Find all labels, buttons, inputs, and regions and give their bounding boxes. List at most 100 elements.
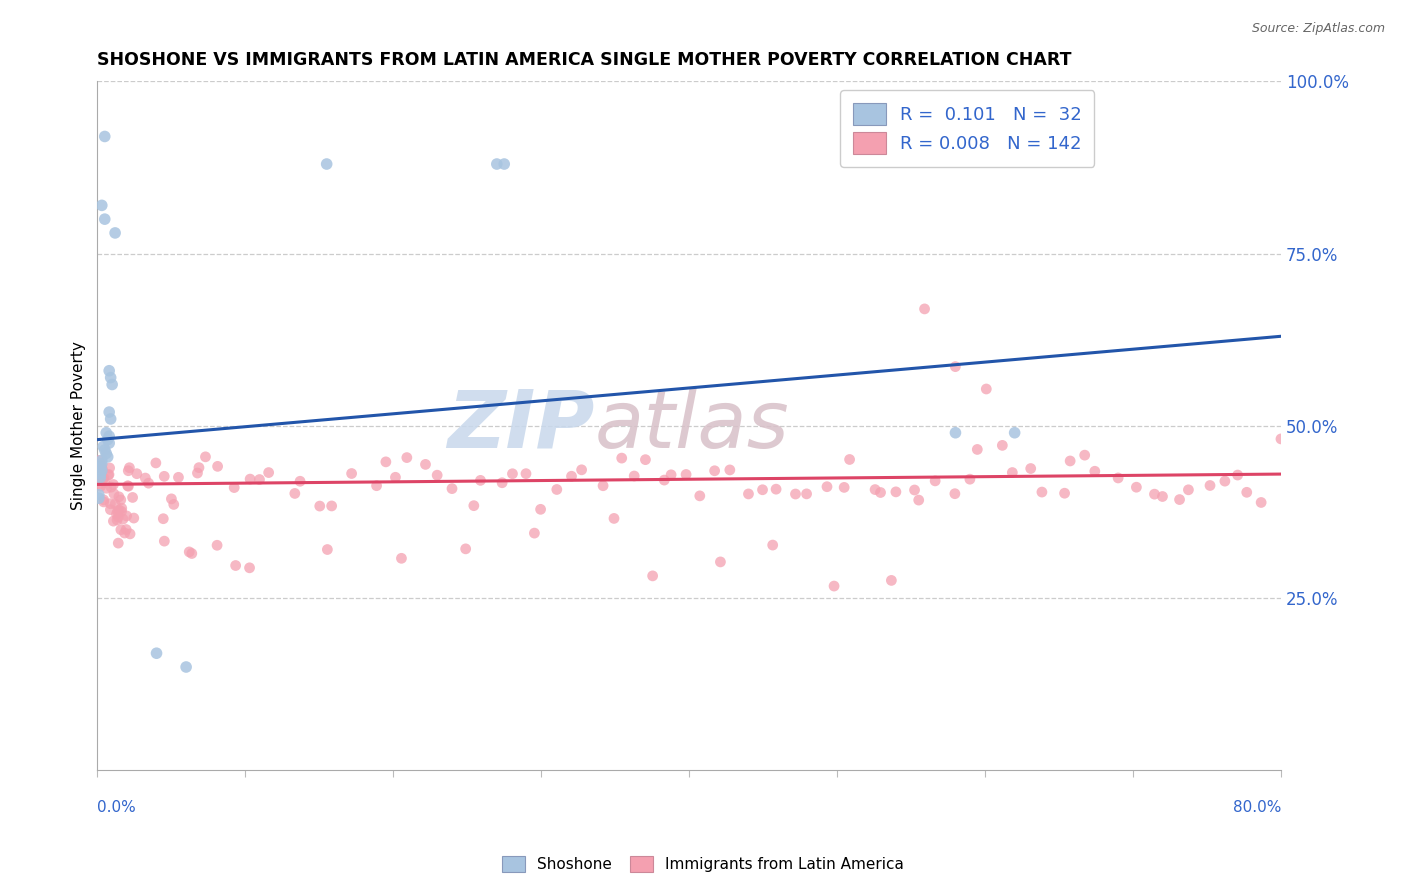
Point — [90, 198, 112, 212]
Point — [796, 487, 818, 501]
Point — [89, 467, 111, 481]
Point — [675, 467, 697, 482]
Point — [529, 502, 551, 516]
Point — [100, 480, 122, 494]
Point — [440, 482, 463, 496]
Point — [107, 504, 129, 518]
Point — [974, 382, 997, 396]
Point — [103, 477, 125, 491]
Point — [395, 450, 418, 465]
Point — [880, 574, 903, 588]
Point — [718, 463, 741, 477]
Point — [122, 511, 145, 525]
Point — [603, 511, 626, 525]
Point — [751, 483, 773, 497]
Point — [87, 472, 110, 486]
Point — [884, 484, 907, 499]
Point — [98, 461, 121, 475]
Point — [491, 475, 513, 490]
Point — [863, 483, 886, 497]
Point — [257, 466, 280, 480]
Point — [737, 487, 759, 501]
Point — [623, 469, 645, 483]
Point — [194, 450, 217, 464]
Point — [1084, 464, 1107, 478]
Point — [87, 488, 110, 502]
Point — [98, 364, 121, 378]
Point — [225, 558, 247, 573]
Point — [188, 460, 211, 475]
Point — [101, 377, 124, 392]
Point — [145, 646, 167, 660]
Point — [610, 451, 633, 466]
Point — [907, 493, 929, 508]
Point — [138, 476, 160, 491]
Point — [391, 551, 413, 566]
Point — [180, 547, 202, 561]
Point — [659, 467, 682, 482]
Point — [179, 545, 201, 559]
Point — [100, 497, 122, 511]
Point — [991, 438, 1014, 452]
Point — [97, 468, 120, 483]
Point — [470, 474, 492, 488]
Point — [966, 442, 988, 457]
Point — [838, 452, 860, 467]
Point — [238, 561, 260, 575]
Point — [785, 487, 807, 501]
Point — [1143, 487, 1166, 501]
Point — [90, 479, 112, 493]
Point — [1019, 461, 1042, 475]
Point — [1177, 483, 1199, 497]
Point — [1004, 425, 1026, 440]
Text: SHOSHONE VS IMMIGRANTS FROM LATIN AMERICA SINGLE MOTHER POVERTY CORRELATION CHAR: SHOSHONE VS IMMIGRANTS FROM LATIN AMERIC… — [97, 51, 1071, 69]
Point — [93, 471, 115, 485]
Point — [89, 470, 111, 484]
Point — [114, 526, 136, 541]
Point — [823, 579, 845, 593]
Point — [104, 497, 127, 511]
Point — [90, 453, 112, 467]
Point — [709, 555, 731, 569]
Point — [87, 491, 110, 506]
Point — [110, 492, 132, 507]
Point — [105, 507, 128, 521]
Text: ZIP: ZIP — [447, 387, 595, 465]
Point — [97, 450, 120, 464]
Point — [249, 473, 271, 487]
Point — [1250, 495, 1272, 509]
Point — [91, 473, 114, 487]
Point — [1236, 485, 1258, 500]
Point — [103, 514, 125, 528]
Point — [943, 359, 966, 374]
Point — [1001, 466, 1024, 480]
Point — [94, 212, 117, 227]
Point — [98, 467, 121, 482]
Point — [959, 472, 981, 486]
Point — [98, 405, 121, 419]
Point — [104, 226, 127, 240]
Point — [205, 538, 228, 552]
Point — [366, 479, 388, 493]
Point — [652, 473, 675, 487]
Point — [153, 469, 176, 483]
Point — [93, 475, 115, 490]
Point — [945, 425, 967, 440]
Point — [1152, 490, 1174, 504]
Point — [384, 470, 406, 484]
Point — [108, 503, 131, 517]
Point — [515, 467, 537, 481]
Point — [153, 534, 176, 549]
Point — [110, 504, 132, 518]
Point — [689, 489, 711, 503]
Legend: Shoshone, Immigrants from Latin America: Shoshone, Immigrants from Latin America — [494, 848, 912, 880]
Point — [117, 479, 139, 493]
Point — [501, 467, 523, 481]
Point — [762, 538, 785, 552]
Point — [634, 452, 657, 467]
Point — [100, 412, 122, 426]
Point — [118, 527, 141, 541]
Point — [98, 429, 121, 443]
Point — [134, 471, 156, 485]
Text: 0.0%: 0.0% — [97, 800, 136, 814]
